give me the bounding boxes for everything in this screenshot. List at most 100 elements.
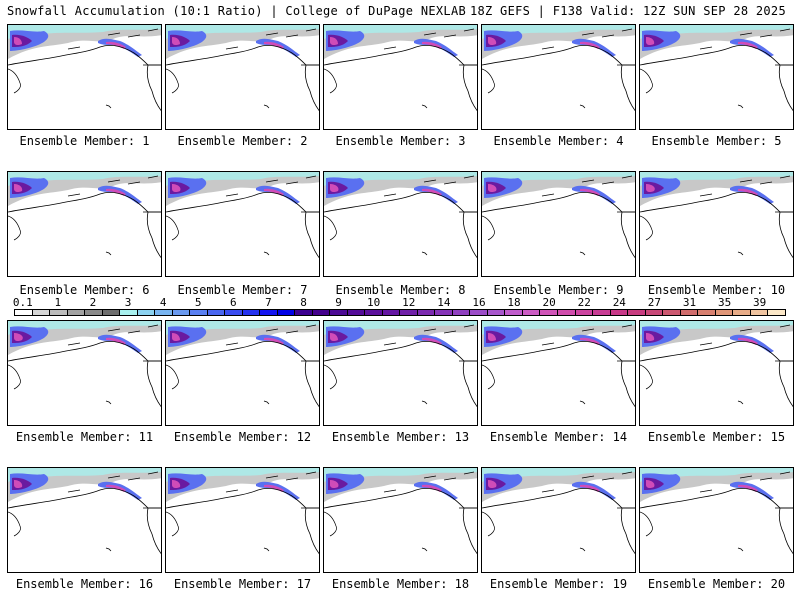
colorbar-segment (540, 310, 558, 315)
colorbar-segment (155, 310, 173, 315)
asia-coast (166, 68, 179, 94)
land-lines (67, 324, 159, 346)
snow-magenta-field (488, 184, 497, 193)
colorbar-tick-label: 7 (265, 296, 272, 309)
map-panel-member-4 (481, 24, 636, 130)
snow-cyan-field (482, 321, 635, 335)
colorbar-segment (382, 310, 401, 315)
us-west-coast (778, 507, 793, 555)
land-lines (541, 471, 633, 493)
asia-coast (166, 364, 179, 390)
hawaii (105, 104, 112, 109)
asia-coast (8, 511, 21, 537)
snow-magenta-field (488, 37, 497, 46)
coastline (166, 45, 319, 66)
hawaii (105, 251, 112, 256)
us-west-coast (146, 64, 161, 112)
land-lines (383, 175, 475, 197)
asia-coast (482, 68, 495, 94)
snow-magenta-field (646, 184, 655, 193)
colorbar-segment (680, 310, 699, 315)
map-panel-member-1 (7, 24, 162, 130)
colorbar-segment (417, 310, 436, 315)
colorbar-segment (15, 310, 33, 315)
land-lines (67, 28, 159, 50)
asia-coast (640, 215, 653, 241)
snow-magenta-field (488, 480, 497, 489)
snow-cyan-field (166, 172, 319, 186)
snow-cyan-field (482, 172, 635, 186)
hawaii (263, 104, 270, 109)
asia-coast (482, 511, 495, 537)
panel-label: Ensemble Member: 19 (489, 577, 628, 591)
hawaii (579, 400, 586, 405)
snow-magenta-field (14, 333, 23, 342)
colorbar-tick-label: 0.1 (12, 296, 33, 309)
colorbar-segment (750, 310, 769, 315)
land-lines (225, 471, 317, 493)
colorbar-tick-label: 2 (89, 296, 97, 309)
colorbar-tick-label: 5 (194, 296, 202, 309)
snow-cyan-field (640, 468, 793, 482)
colorbar-segment (347, 310, 366, 315)
asia-coast (482, 364, 495, 390)
snow-magenta-field (330, 184, 339, 193)
map-panel-member-2 (165, 24, 320, 130)
snow-cyan-field (166, 321, 319, 335)
us-west-coast (462, 507, 477, 555)
colorbar-segment (260, 310, 278, 315)
map-panel-member-14 (481, 320, 636, 426)
coastline (324, 45, 477, 66)
panel-label: Ensemble Member: 4 (493, 134, 624, 148)
map-panel-member-12 (165, 320, 320, 426)
colorbar-segment (593, 310, 611, 315)
colorbar-tick-label: 22 (577, 296, 591, 309)
coastline (482, 488, 635, 509)
colorbar-tick-label: 14 (437, 296, 451, 309)
coastline (640, 45, 793, 66)
colorbar-segment (67, 310, 86, 315)
panel-label: Ensemble Member: 11 (15, 430, 154, 444)
colorbar-segment (768, 310, 785, 315)
colorbar-segment (628, 310, 646, 315)
snow-cyan-field (8, 321, 161, 335)
snow-cyan-field (8, 25, 161, 39)
hawaii (421, 547, 428, 552)
hawaii (263, 400, 270, 405)
asia-coast (8, 68, 21, 94)
hawaii (737, 400, 744, 405)
colorbar-tick-label: 35 (717, 296, 732, 309)
us-west-coast (146, 360, 161, 408)
panel-label: Ensemble Member: 18 (331, 577, 470, 591)
colorbar-segment (207, 310, 226, 315)
snow-cyan-field (324, 321, 477, 335)
map-panel-member-16 (7, 467, 162, 573)
colorbar-segment (330, 310, 348, 315)
colorbar-segment (733, 310, 751, 315)
snow-magenta-field (172, 333, 180, 342)
us-west-coast (620, 211, 635, 259)
asia-coast (482, 215, 495, 241)
colorbar-segment (698, 310, 716, 315)
land-lines (541, 324, 633, 346)
snow-magenta-field (330, 480, 339, 489)
colorbar-segment (242, 310, 261, 315)
snow-cyan-field (8, 468, 161, 482)
panel-label: Ensemble Member: 3 (335, 134, 466, 148)
panel-label: Ensemble Member: 7 (177, 283, 308, 297)
colorbar-segment (172, 310, 191, 315)
snow-cyan-field (166, 468, 319, 482)
coastline (166, 192, 319, 213)
snow-cyan-field (324, 25, 477, 39)
coastline (8, 45, 161, 66)
snow-cyan-field (640, 321, 793, 335)
hawaii (421, 400, 428, 405)
hawaii (105, 547, 112, 552)
colorbar-segment (400, 310, 418, 315)
colorbar-segment (365, 310, 383, 315)
snow-cyan-field (8, 172, 161, 186)
hawaii (263, 251, 270, 256)
hawaii (421, 251, 428, 256)
map-panel-member-15 (639, 320, 794, 426)
snow-magenta-field (172, 480, 181, 489)
